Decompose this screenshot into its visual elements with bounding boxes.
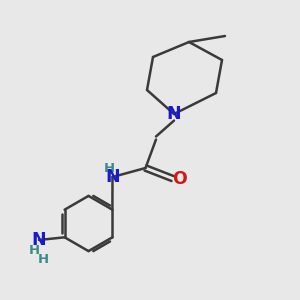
Text: N: N	[167, 105, 181, 123]
Text: H: H	[29, 244, 40, 257]
Text: H: H	[38, 253, 49, 266]
Text: O: O	[172, 169, 187, 188]
Text: N: N	[105, 168, 120, 186]
Text: N: N	[32, 231, 46, 249]
Text: H: H	[104, 162, 115, 175]
